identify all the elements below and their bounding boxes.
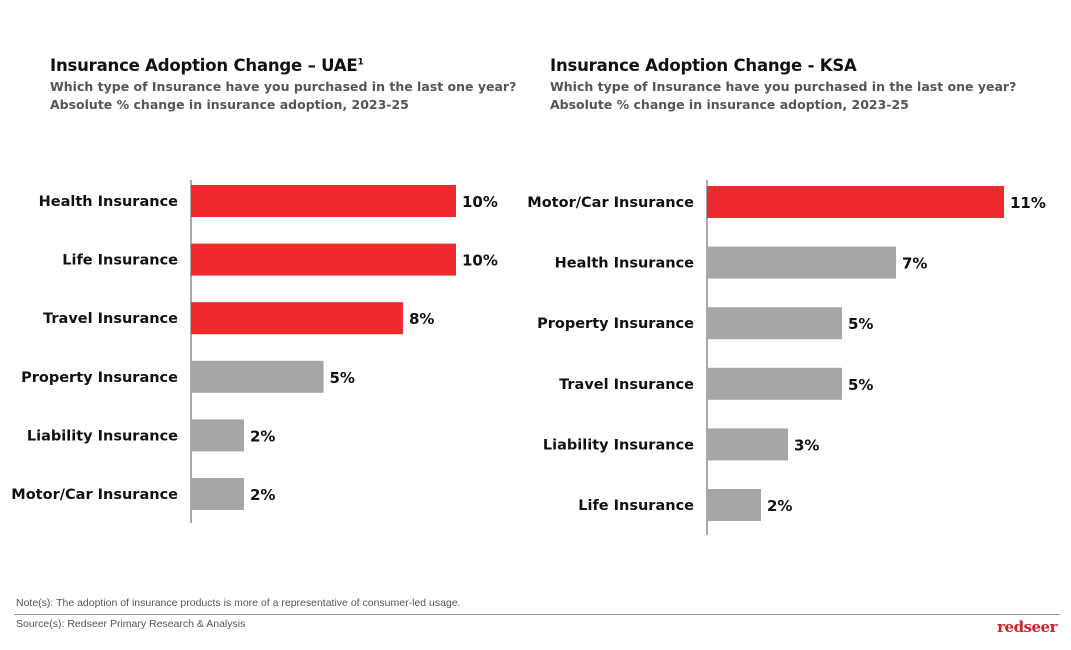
ksa-bar: [707, 428, 788, 461]
uae-bar: [191, 243, 456, 276]
uae-category-label: Life Insurance: [62, 253, 178, 269]
uae-data-label: 2%: [250, 486, 275, 504]
ksa-data-label: 5%: [848, 315, 873, 333]
uae-bar: [191, 302, 403, 335]
uae-data-label: 8%: [409, 310, 434, 328]
uae-data-label: 2%: [250, 427, 275, 445]
uae-category-label: Motor/Car Insurance: [11, 487, 178, 503]
ksa-data-label: 11%: [1010, 194, 1046, 212]
uae-category-label: Liability Insurance: [27, 428, 178, 444]
ksa-data-label: 7%: [902, 255, 927, 273]
uae-chart-subtitle: Which type of Insurance have you purchas…: [50, 79, 517, 112]
uae-bar: [191, 185, 456, 217]
uae-bar: [191, 360, 324, 393]
ksa-category-label: Health Insurance: [555, 256, 695, 272]
uae-bar: [191, 419, 244, 452]
ksa-category-label: Liability Insurance: [543, 437, 694, 453]
ksa-bar: [707, 246, 896, 279]
ksa-bar: [707, 186, 1004, 218]
ksa-category-label: Travel Insurance: [559, 377, 694, 393]
redseer-logo: redseer: [997, 618, 1057, 636]
ksa-bar: [707, 489, 761, 521]
source-note: Source(s): Redseer Primary Research & An…: [16, 618, 246, 630]
ksa-category-label: Motor/Car Insurance: [527, 195, 694, 211]
ksa-bar: [707, 367, 842, 400]
uae-data-label: 10%: [462, 193, 498, 211]
uae-category-label: Health Insurance: [39, 194, 179, 210]
ksa-data-label: 3%: [794, 436, 819, 454]
uae-chart-title: Insurance Adoption Change – UAE1: [50, 56, 364, 75]
ksa-category-label: Life Insurance: [578, 498, 694, 514]
divider: [14, 614, 1060, 615]
uae-bar: [191, 478, 244, 510]
ksa-chart-subtitle: Which type of Insurance have you purchas…: [550, 79, 1017, 112]
ksa-category-label: Property Insurance: [537, 316, 694, 332]
ksa-chart-title: Insurance Adoption Change - KSA: [550, 56, 857, 75]
uae-data-label: 5%: [330, 369, 355, 387]
ksa-bar: [707, 307, 842, 340]
ksa-data-label: 5%: [848, 376, 873, 394]
footnote: Note(s): The adoption of insurance produ…: [16, 597, 461, 609]
uae-category-label: Travel Insurance: [43, 311, 178, 327]
uae-category-label: Property Insurance: [21, 370, 178, 386]
ksa-data-label: 2%: [767, 497, 792, 515]
uae-data-label: 10%: [462, 252, 498, 270]
